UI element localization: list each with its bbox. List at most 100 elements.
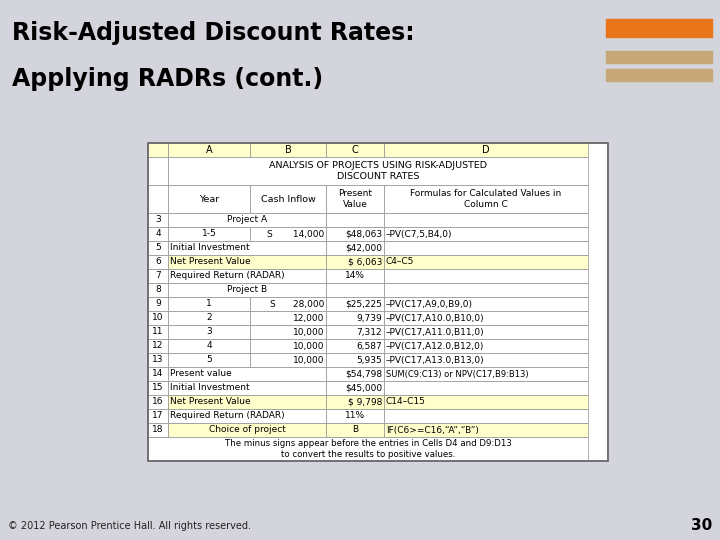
Bar — [148, 143, 168, 157]
Bar — [168, 325, 250, 339]
Text: $ 9,798: $ 9,798 — [348, 397, 382, 407]
Bar — [250, 311, 326, 325]
Bar — [384, 185, 588, 213]
Bar — [384, 325, 588, 339]
Bar — [384, 213, 588, 227]
Text: 7: 7 — [155, 272, 161, 280]
Bar — [168, 143, 250, 157]
Bar — [168, 213, 326, 227]
Text: Net Present Value: Net Present Value — [170, 397, 251, 407]
Text: Risk-Adjusted Discount Rates:: Risk-Adjusted Discount Rates: — [12, 21, 415, 45]
Bar — [326, 297, 384, 311]
Text: 10,000: 10,000 — [292, 327, 324, 336]
Bar — [148, 283, 168, 297]
Bar — [168, 311, 250, 325]
Text: 10,000: 10,000 — [292, 355, 324, 364]
Bar — [326, 339, 384, 353]
Bar — [168, 157, 588, 185]
Bar — [168, 423, 326, 437]
Text: 9,739: 9,739 — [356, 314, 382, 322]
Bar — [384, 283, 588, 297]
Text: $42,000: $42,000 — [345, 244, 382, 253]
Bar — [326, 381, 384, 395]
Bar — [168, 269, 326, 283]
Bar — [148, 325, 168, 339]
Bar — [168, 185, 250, 213]
Bar — [148, 297, 168, 311]
Bar — [147, 142, 609, 462]
Bar — [326, 255, 384, 269]
Text: Choice of project: Choice of project — [209, 426, 285, 435]
Text: –PV(C7,5,B4,0): –PV(C7,5,B4,0) — [386, 230, 452, 239]
Text: 12: 12 — [153, 341, 163, 350]
Text: $25,225: $25,225 — [345, 300, 382, 308]
Text: 15: 15 — [152, 383, 163, 393]
Text: B: B — [352, 426, 358, 435]
Bar — [168, 367, 326, 381]
Bar — [326, 409, 384, 423]
Bar — [148, 409, 168, 423]
Bar — [326, 283, 384, 297]
Text: Project A: Project A — [227, 215, 267, 225]
Bar — [250, 353, 326, 367]
Text: The minus signs appear before the entries in Cells D4 and D9:D13
to convert the : The minus signs appear before the entrie… — [225, 440, 511, 458]
Bar — [326, 143, 384, 157]
Bar — [606, 69, 712, 81]
Bar — [606, 19, 712, 37]
Bar — [384, 297, 588, 311]
Bar — [250, 297, 326, 311]
Text: $54,798: $54,798 — [345, 369, 382, 379]
Text: 11: 11 — [152, 327, 163, 336]
Text: Net Present Value: Net Present Value — [170, 258, 251, 267]
Text: SUM(C9:C13) or NPV(C17,B9:B13): SUM(C9:C13) or NPV(C17,B9:B13) — [386, 369, 528, 379]
Bar — [148, 311, 168, 325]
Bar — [148, 213, 168, 227]
Bar — [168, 353, 250, 367]
Text: 5: 5 — [155, 244, 161, 253]
Text: 10: 10 — [152, 314, 163, 322]
Bar — [326, 227, 384, 241]
Bar — [250, 325, 326, 339]
Bar — [250, 227, 326, 241]
Text: Present
Value: Present Value — [338, 190, 372, 208]
Text: ANALYSIS OF PROJECTS USING RISK-ADJUSTED
DISCOUNT RATES: ANALYSIS OF PROJECTS USING RISK-ADJUSTED… — [269, 161, 487, 181]
Text: 30: 30 — [690, 518, 712, 534]
Text: D: D — [482, 145, 490, 155]
Bar — [384, 143, 588, 157]
Bar — [606, 51, 712, 63]
Bar — [148, 395, 168, 409]
Bar — [326, 311, 384, 325]
Bar — [148, 185, 168, 213]
Text: $48,063: $48,063 — [345, 230, 382, 239]
Text: 3: 3 — [206, 327, 212, 336]
Bar — [148, 227, 168, 241]
Text: 8: 8 — [155, 286, 161, 294]
Text: Present value: Present value — [170, 369, 232, 379]
Bar — [148, 143, 608, 461]
Bar — [148, 143, 608, 461]
Bar — [168, 241, 326, 255]
Bar — [168, 227, 250, 241]
Text: –PV(C17,A13.0,B13,0): –PV(C17,A13.0,B13,0) — [386, 355, 485, 364]
Text: 2: 2 — [206, 314, 212, 322]
Bar — [326, 353, 384, 367]
Text: 7,312: 7,312 — [356, 327, 382, 336]
Text: Initial Investment: Initial Investment — [170, 244, 250, 253]
Bar — [148, 437, 588, 461]
Text: 4: 4 — [206, 341, 212, 350]
Bar — [168, 297, 250, 311]
Bar — [148, 353, 168, 367]
Bar — [148, 157, 168, 185]
Bar — [168, 409, 326, 423]
Bar — [384, 353, 588, 367]
Bar — [384, 367, 588, 381]
Bar — [148, 381, 168, 395]
Bar — [148, 255, 168, 269]
Text: C: C — [351, 145, 359, 155]
Bar — [168, 381, 326, 395]
Bar — [168, 395, 326, 409]
Bar — [384, 381, 588, 395]
Bar — [384, 395, 588, 409]
Bar — [148, 423, 168, 437]
Text: 11%: 11% — [345, 411, 365, 421]
